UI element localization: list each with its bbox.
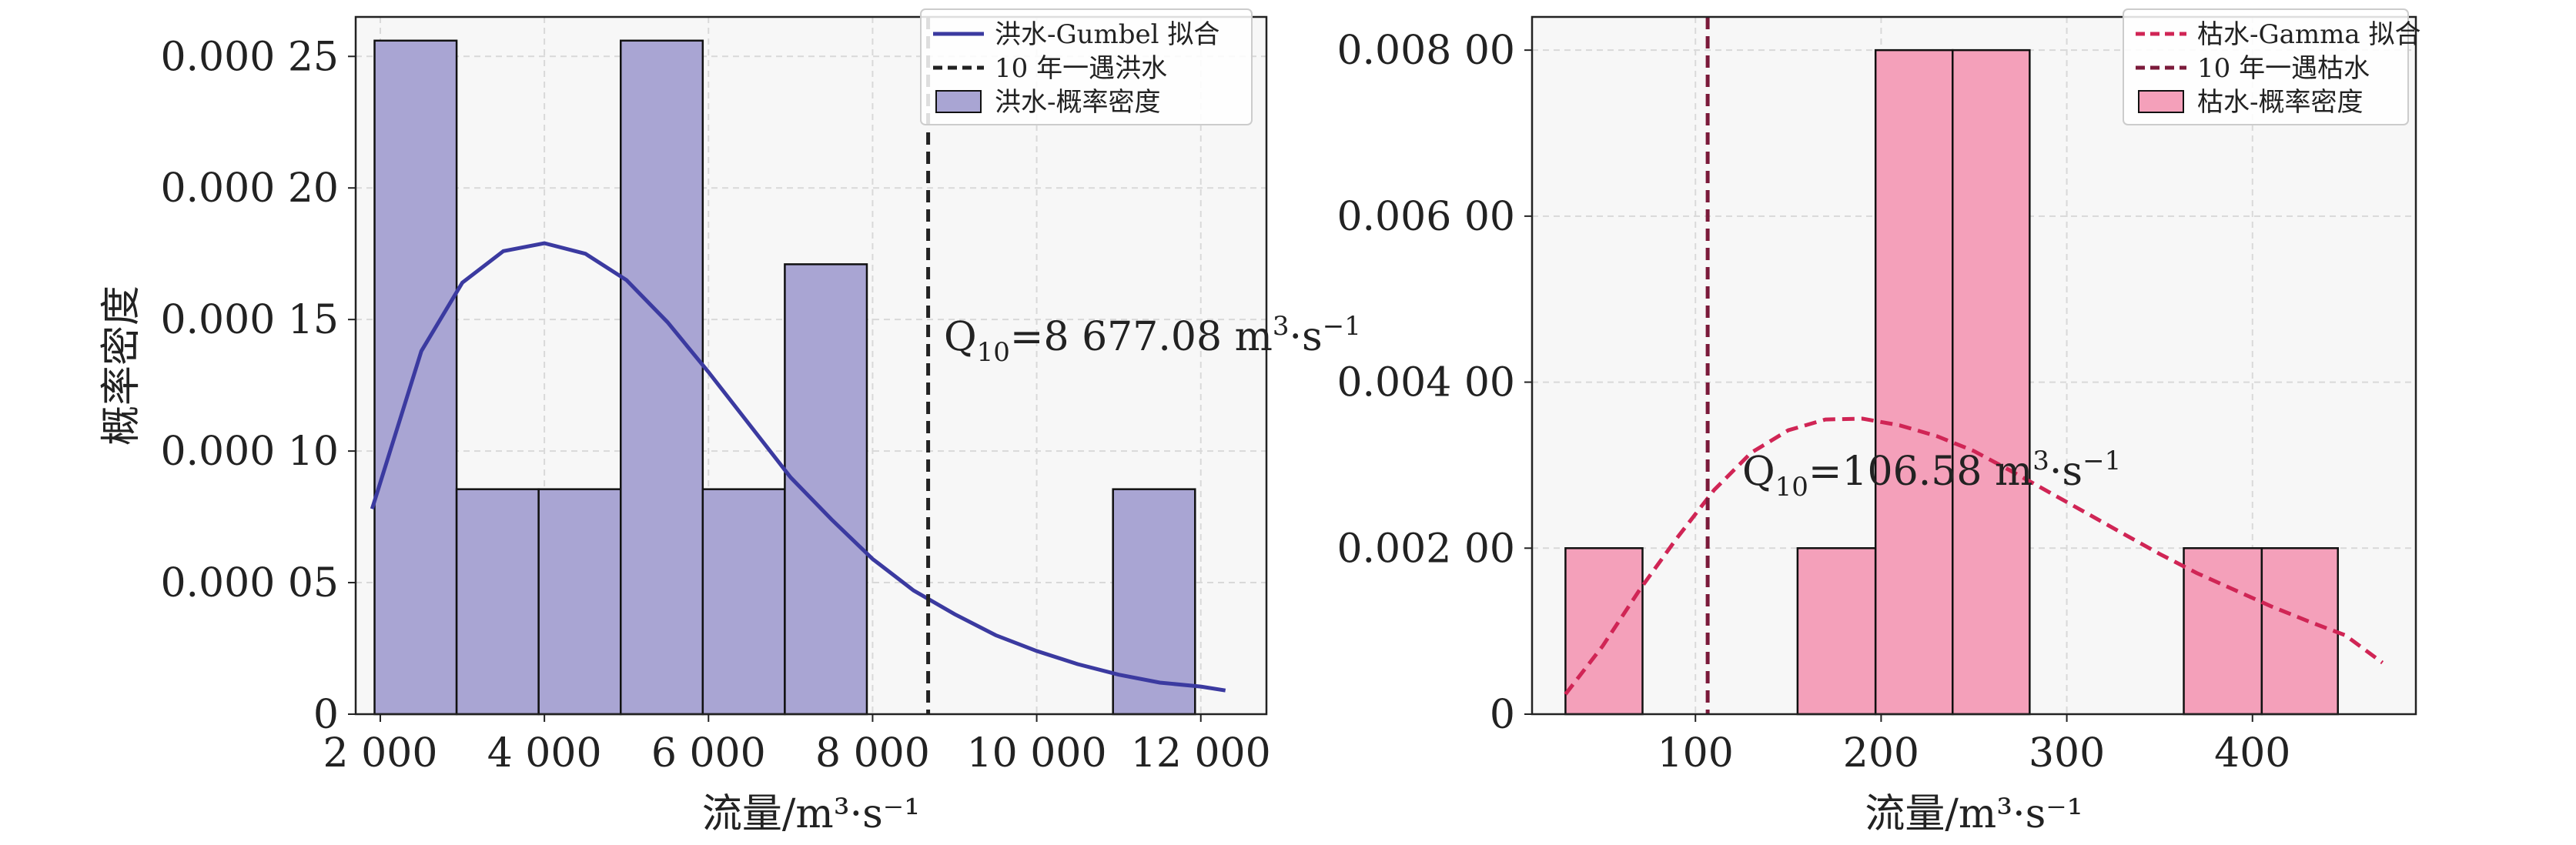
histogram-bar [455, 488, 540, 716]
histogram-bar [701, 488, 786, 716]
x-tick-label: 12 000 [1131, 730, 1271, 777]
y-tick-label: 0.000 25 [160, 34, 339, 80]
return-period-annotation: Q10=8 677.08 m3·s−1 [944, 311, 1361, 368]
x-tick-label: 8 000 [815, 730, 930, 777]
x-tick-label: 200 [1843, 730, 1919, 777]
x-tick-label: 400 [2214, 730, 2290, 777]
y-tick-label: 0.008 00 [1337, 28, 1515, 74]
x-tick-label: 100 [1658, 730, 1734, 777]
legend-swatch [935, 90, 982, 113]
chart-panel-left: 2 000 4 000 6 000 8 000 10 000 12 000 0 0.000 0… [99, 8, 1361, 837]
histogram-bar [1564, 547, 1644, 716]
legend-label: 洪水-概率密度 [995, 87, 1161, 118]
y-axis-label: 概率密度 [99, 286, 145, 446]
fit-curve-line [1564, 416, 2384, 696]
y-tick-label: 0 [1490, 692, 1515, 738]
x-tick-label: 2 000 [323, 730, 438, 777]
y-tick-label: 0 [313, 692, 339, 738]
y-tick-label: 0.000 05 [160, 560, 339, 606]
histogram-bar [1952, 48, 2031, 716]
legend-label: 10 年一遇枯水 [2197, 53, 2370, 84]
legend-label: 洪水-Gumbel 拟合 [995, 19, 1219, 50]
histogram-bar [1796, 547, 1877, 716]
plot-frame [354, 15, 1268, 716]
chart-panel-right: 100 200 300 400 0 0.002 00 0.004 00 0.006 00 0.0… [1337, 8, 2420, 837]
histogram-bar [2183, 547, 2263, 716]
x-tick-label: 300 [2029, 730, 2105, 777]
y-tick-label: 0.002 00 [1337, 526, 1515, 572]
legend-label: 10 年一遇洪水 [995, 53, 1167, 84]
y-tick-label: 0.006 00 [1337, 194, 1515, 240]
x-tick-label: 4 000 [487, 730, 602, 777]
y-tick-label: 0.000 15 [160, 297, 339, 343]
histogram-bar [373, 39, 458, 716]
y-tick-label: 0.000 10 [160, 429, 339, 475]
legend-label: 枯水-Gamma 拟合 [2197, 19, 2420, 50]
x-axis-label: 流量/m³·s⁻¹ [702, 791, 920, 837]
legend-swatch [2138, 90, 2184, 113]
legend-label: 枯水-概率密度 [2197, 87, 2364, 118]
histogram-bar [784, 263, 868, 716]
y-tick-label: 0.000 20 [160, 165, 339, 212]
x-axis-label: 流量/m³·s⁻¹ [1865, 791, 2083, 837]
histogram-bar [537, 488, 622, 716]
x-tick-label: 6 000 [651, 730, 766, 777]
y-tick-label: 0.004 00 [1337, 360, 1515, 406]
plot-frame [1531, 15, 2417, 716]
histogram-bar [2260, 547, 2339, 716]
legend-box [920, 8, 1253, 125]
return-period-annotation: Q10=106.58 m3·s−1 [1742, 446, 2121, 503]
fit-curve-line [370, 241, 1226, 693]
histogram-bar [1874, 48, 1954, 716]
x-tick-label: 10 000 [967, 730, 1107, 777]
histogram-bar [619, 39, 704, 716]
legend-box [2123, 8, 2409, 125]
